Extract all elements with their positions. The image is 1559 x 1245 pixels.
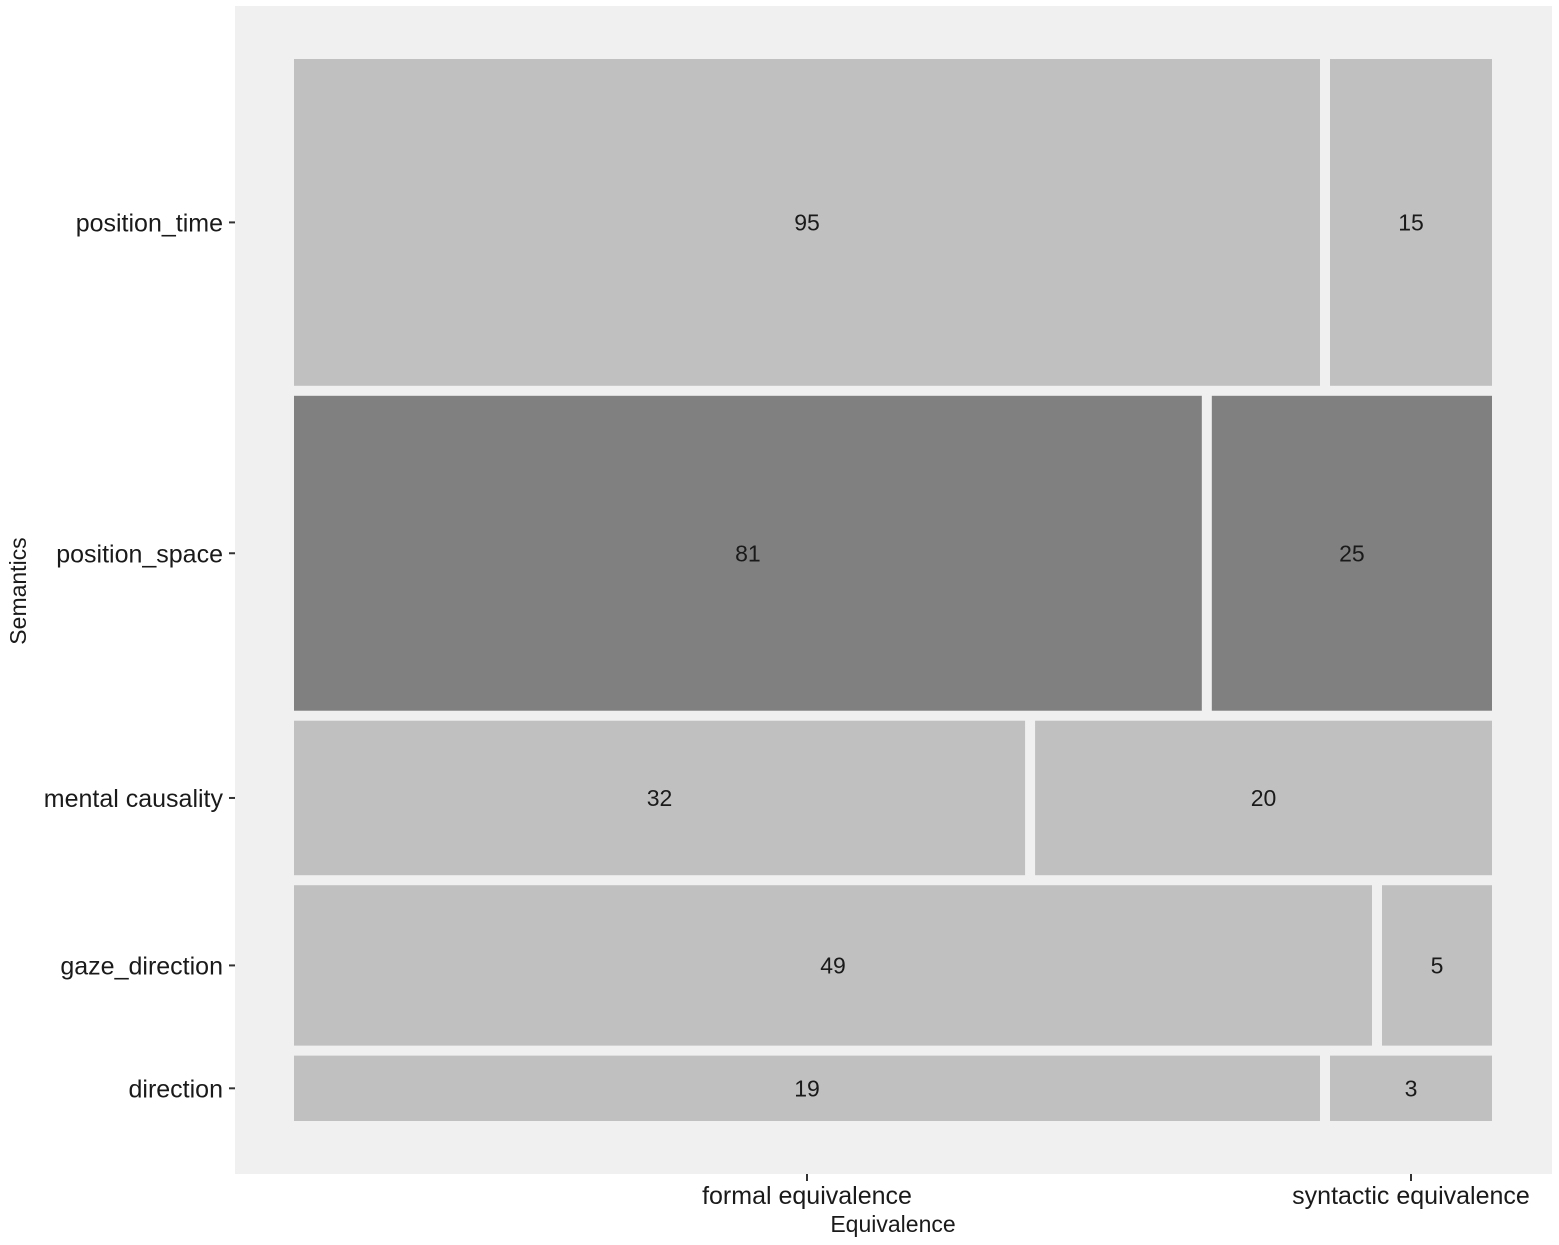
cell-count-label: 81 bbox=[735, 540, 761, 566]
mosaic-cell-position-space-syntactic bbox=[1211, 395, 1492, 711]
mosaic-cell-mental-causality-formal bbox=[294, 720, 1026, 876]
cell-count-label: 20 bbox=[1251, 785, 1277, 811]
cell-count-label: 95 bbox=[794, 209, 820, 235]
mosaic-cell-direction-syntactic bbox=[1330, 1055, 1492, 1121]
mosaic-cell-position-time-formal bbox=[294, 59, 1320, 386]
cell-count-label: 49 bbox=[820, 952, 846, 978]
y-tick-label: direction bbox=[129, 1075, 224, 1103]
y-tick-label: mental causality bbox=[44, 785, 224, 813]
mosaic-cell-direction-formal bbox=[294, 1055, 1320, 1121]
mosaic-cell-position-time-syntactic bbox=[1330, 59, 1492, 386]
mosaic-cell-mental-causality-syntactic bbox=[1035, 720, 1492, 876]
x-axis: formal equivalence syntactic equivalence bbox=[702, 1174, 1530, 1210]
y-tick-label: position_time bbox=[76, 209, 223, 237]
cell-count-label: 25 bbox=[1339, 540, 1365, 566]
cell-count-label: 3 bbox=[1405, 1075, 1418, 1101]
y-axis-title: Semantics bbox=[5, 537, 31, 644]
mosaic-cell-gaze-direction-syntactic bbox=[1382, 885, 1492, 1046]
y-tick-label: gaze_direction bbox=[60, 952, 223, 980]
x-axis-title: Equivalence bbox=[830, 1211, 955, 1237]
cell-count-label: 15 bbox=[1398, 209, 1424, 235]
x-tick-label: formal equivalence bbox=[702, 1182, 912, 1210]
cell-count-label: 19 bbox=[794, 1075, 820, 1101]
cell-count-label: 32 bbox=[647, 785, 673, 811]
cell-count-label: 5 bbox=[1431, 952, 1444, 978]
mosaic-cell-position-space-formal bbox=[294, 395, 1202, 711]
mosaic-cell-gaze-direction-formal bbox=[294, 885, 1372, 1046]
y-tick-label: position_space bbox=[56, 540, 223, 568]
x-tick-label: syntactic equivalence bbox=[1292, 1182, 1530, 1210]
mosaic-cells: 95 15 81 25 32 20 49 5 19 3 bbox=[294, 59, 1492, 1121]
